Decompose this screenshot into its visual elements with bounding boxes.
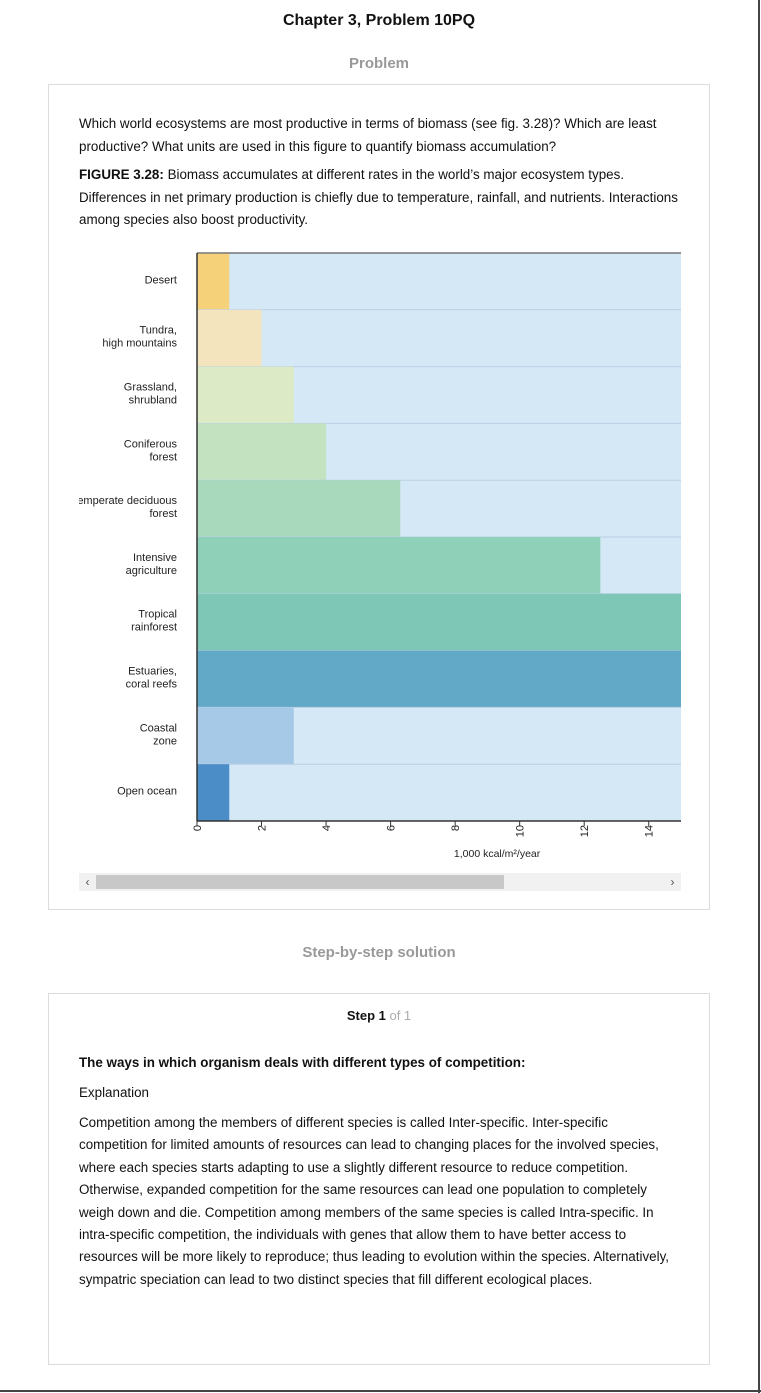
- category-label-6: Tropical rainforest: [131, 609, 177, 634]
- page-title: Chapter 3, Problem 10PQ: [282, 12, 476, 29]
- category-label-line: shrubland: [129, 395, 177, 407]
- bar-8: [197, 707, 294, 765]
- bar-0: [197, 253, 230, 310]
- problem-heading: Problem: [348, 55, 409, 72]
- bar-4: [197, 480, 401, 537]
- category-label-7: Estuaries, coral reefs: [126, 666, 178, 691]
- category-label-9: Open ocean: [117, 786, 177, 798]
- category-label-line: Intensive: [133, 552, 177, 564]
- x-tick-label-0: 0: [192, 825, 204, 831]
- step-indicator: Step 1 of 1: [49, 1008, 709, 1023]
- bar-6: [197, 593, 681, 651]
- category-label-line: agriculture: [126, 565, 177, 577]
- scroll-right-button[interactable]: ›: [664, 873, 681, 891]
- category-label-1: Tundra, high mountains: [102, 325, 177, 350]
- category-label-line: zone: [153, 735, 177, 747]
- bar-9: [197, 764, 230, 821]
- solution-card: Step 1 of 1 The ways in which organism d…: [48, 993, 710, 1365]
- category-label-0: Desert: [145, 274, 177, 286]
- solution-title: The ways in which organism deals with di…: [79, 1055, 526, 1070]
- category-label-4: Temperate deciduous forest: [79, 495, 177, 520]
- category-label-line: coral reefs: [126, 679, 178, 691]
- category-label-8: Coastal zone: [140, 722, 177, 747]
- chevron-left-icon: ‹: [85, 875, 90, 889]
- page-border-right: [758, 0, 760, 1393]
- bar-5: [197, 537, 601, 594]
- x-axis-label: 1,000 kcal/m²/year: [454, 848, 541, 860]
- category-label-line: forest: [149, 508, 177, 520]
- solution-body: Competition among the members of differe…: [79, 1115, 669, 1287]
- category-label-line: rainforest: [131, 622, 177, 634]
- x-tick-label-14: 14: [644, 825, 656, 837]
- category-label-line: Grassland,: [124, 382, 177, 394]
- category-label-line: Open ocean: [117, 786, 177, 798]
- scroll-left-button[interactable]: ‹: [79, 873, 96, 891]
- category-label-line: Coniferous: [124, 438, 178, 450]
- biomass-figure: Desert Tundra, high mountains Grassland, shr…: [72, 249, 681, 869]
- category-label-5: Intensive agriculture: [126, 552, 177, 577]
- x-tick-label-10: 10: [515, 825, 527, 837]
- category-label-line: Coastal: [140, 722, 177, 734]
- category-label-line: Tundra,: [139, 325, 177, 337]
- x-tick-label-6: 6: [386, 825, 398, 831]
- explanation-label: Explanation: [79, 1085, 149, 1100]
- bar-7: [197, 650, 681, 708]
- bar-3: [197, 423, 327, 481]
- problem-card: Which world ecosystems are most producti…: [48, 84, 710, 910]
- category-label-3: Coniferous forest: [124, 438, 178, 463]
- x-tick-label-2: 2: [257, 825, 269, 831]
- figure-caption: FIGURE 3.28: Biomass accumulates at diff…: [79, 164, 679, 232]
- category-label-line: Tropical: [138, 609, 177, 621]
- x-tick-label-4: 4: [321, 825, 333, 831]
- category-label-line: Estuaries,: [128, 666, 177, 678]
- step-count: of 1: [385, 1008, 412, 1023]
- page-border-bottom: [0, 1390, 761, 1392]
- category-label-2: Grassland, shrubland: [124, 382, 177, 407]
- horizontal-scrollbar[interactable]: ‹ ›: [79, 873, 681, 891]
- chevron-right-icon: ›: [670, 875, 675, 889]
- problem-question: Which world ecosystems are most producti…: [79, 116, 657, 154]
- scroll-thumb[interactable]: [96, 875, 504, 889]
- bar-1: [197, 309, 262, 367]
- step-label: Step 1: [346, 1008, 386, 1023]
- category-label-line: forest: [149, 451, 177, 463]
- solution-heading: Step-by-step solution: [302, 944, 456, 961]
- category-label-line: Desert: [145, 274, 177, 286]
- x-tick-label-8: 8: [450, 825, 462, 831]
- category-label-line: high mountains: [102, 338, 177, 350]
- x-tick-label-12: 12: [579, 825, 591, 837]
- category-label-line: Temperate deciduous: [79, 495, 177, 507]
- figure-label: FIGURE 3.28:: [79, 167, 164, 182]
- figure-caption-text: Biomass accumulates at different rates i…: [79, 167, 678, 227]
- bar-2: [197, 366, 294, 424]
- biomass-chart: Desert Tundra, high mountains Grassland, shr…: [72, 252, 681, 860]
